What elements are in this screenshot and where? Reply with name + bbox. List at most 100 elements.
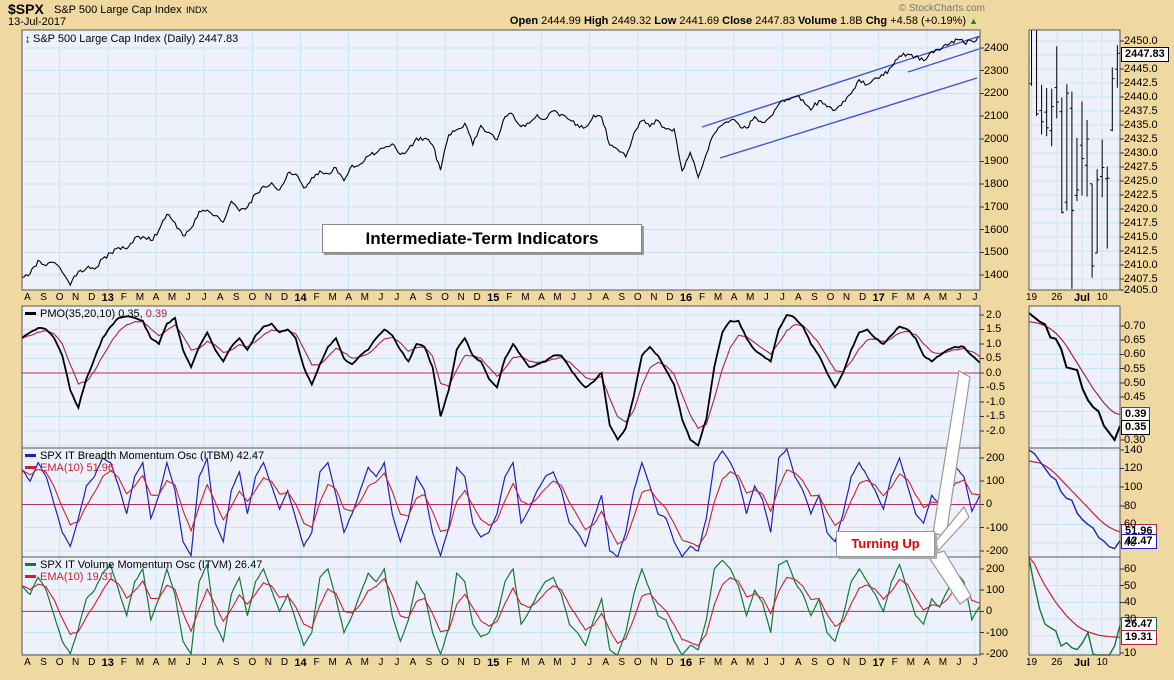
month-axis-label: S: [232, 292, 240, 303]
pmo-legend-text: PMO(35,20,10) 0.35,: [40, 308, 143, 320]
month-axis-label: J: [185, 292, 191, 303]
month-axis-label: A: [24, 657, 31, 668]
month-axis-label: M: [713, 292, 723, 303]
month-axis-label: O: [248, 657, 257, 668]
month-axis-label: J: [779, 657, 785, 668]
month-axis-label: D: [666, 657, 674, 668]
month-axis-label: A: [345, 657, 353, 668]
month-axis-label: S: [425, 657, 433, 668]
pmo-ema-value: 0.39: [145, 308, 168, 320]
mini-price-y-label: 2405.0: [1124, 284, 1158, 296]
intermediate-term-indicators-label: Intermediate-Term Indicators: [322, 224, 642, 253]
itvm-y-label: 200: [986, 562, 1005, 575]
mini-itbm-y-label: 80: [1124, 499, 1137, 512]
mini-price-y-label: 2420.0: [1124, 202, 1158, 215]
mini-price-y-label: 2415.0: [1124, 230, 1158, 243]
month-axis-label: M: [713, 657, 723, 668]
month-axis-label: D: [473, 292, 481, 303]
month-axis-label: O: [633, 657, 642, 668]
month-axis-label: A: [216, 657, 224, 668]
itbm-legend: SPX IT Breadth Momentum Osc (ITBM) 42.47: [25, 450, 264, 462]
up-arrow-icon: ▲: [969, 16, 978, 26]
month-axis-label: A: [602, 657, 609, 668]
callout-spike-itbm: [935, 505, 970, 553]
chart-style-icon: ↨: [25, 34, 30, 45]
itbm-ema-text: EMA(10) 51.96: [40, 462, 114, 474]
month-axis-label: A: [152, 657, 160, 668]
month-axis-label: A: [152, 292, 160, 303]
itbm_mini-ema-line: [1028, 460, 1121, 533]
itvm-line: [21, 559, 981, 657]
mini-axis-label: Jul: [1074, 657, 1090, 669]
month-axis-label: O: [441, 292, 449, 303]
month-axis-label: A: [795, 292, 802, 303]
month-axis-label: A: [409, 292, 417, 303]
month-axis-label: 14: [294, 657, 307, 669]
pmo_mini-line: [1028, 312, 1121, 443]
mini-pmo-y-label: 0.60: [1124, 348, 1146, 361]
month-axis-label: N: [842, 292, 851, 303]
mini-price-y-label: 2407.5: [1124, 272, 1158, 285]
mini-itvm-y-label: 10: [1124, 646, 1137, 659]
month-axis-label: M: [360, 657, 369, 668]
mini-itbm-y-label: 100: [1124, 481, 1143, 494]
month-axis-label: J: [763, 292, 769, 303]
month-axis-label: M: [521, 292, 530, 303]
mini-itvm-y-label: 60: [1124, 562, 1137, 575]
month-axis-label: N: [842, 657, 851, 668]
mini-pmo-y-label: 0.45: [1124, 391, 1146, 404]
mini-itvm-y-label: 40: [1124, 596, 1137, 609]
mini-pmo-y-label: 0.50: [1124, 376, 1146, 389]
main-y-label: 2200: [984, 87, 1009, 100]
copyright: © StockCharts.com: [898, 3, 985, 14]
itvm-line-swatch: [25, 562, 36, 566]
month-axis-label: F: [506, 292, 513, 303]
open-label: Open: [509, 15, 539, 27]
pmo-y-label: 1.0: [986, 337, 1002, 350]
month-axis-label: O: [55, 292, 64, 303]
mini-price-y-label: 2435.0: [1124, 119, 1158, 132]
month-axis-label: 16: [679, 292, 693, 304]
month-axis-label: O: [248, 292, 257, 303]
month-axis-label: 16: [679, 657, 693, 669]
itvm-ema-legend: EMA(10) 19.31: [25, 571, 114, 583]
callout-spike-itvm: [927, 550, 972, 605]
mini-price-y-label: 2430.0: [1124, 147, 1158, 159]
main-y-label: 1600: [984, 223, 1009, 236]
mini-itbm-y-label: 40: [1124, 537, 1137, 550]
month-axis-label: F: [313, 292, 320, 303]
mini-axis-label: 10: [1096, 657, 1108, 668]
month-axis-label: D: [858, 292, 867, 303]
month-axis-label: A: [795, 657, 802, 668]
month-axis-label: 17: [872, 657, 885, 669]
mini-price-y-label: 2410.0: [1124, 258, 1158, 271]
mini-axis-label: 19: [1025, 657, 1038, 668]
month-axis-label: 17: [872, 292, 885, 304]
month-axis-label: O: [55, 657, 64, 668]
month-axis-label: A: [345, 292, 353, 303]
month-axis-label: 15: [487, 657, 500, 669]
month-axis-label: N: [264, 292, 273, 303]
month-axis-label: M: [553, 292, 562, 303]
month-axis-label: J: [779, 292, 785, 303]
month-axis-label: A: [24, 292, 31, 303]
month-axis-label: A: [923, 292, 931, 303]
month-axis-label: M: [746, 292, 755, 303]
month-axis-label: D: [280, 657, 289, 668]
month-axis-label: N: [72, 292, 80, 303]
trendline: [907, 48, 980, 73]
mini-price-y-label: 2437.5: [1124, 105, 1158, 118]
high-label: High: [583, 15, 609, 27]
pmo-value-box: 0.35: [1121, 420, 1151, 435]
low-value: 2441.69: [679, 15, 720, 27]
pmo-y-label: 1.5: [986, 323, 1002, 336]
month-axis-label: J: [956, 657, 962, 668]
ticker-symbol: $SPX: [8, 1, 44, 17]
month-axis-label: M: [938, 657, 948, 668]
mini-price-y-label: 2440.0: [1124, 91, 1158, 104]
itbm-y-label: -100: [986, 521, 1009, 534]
pmo-y-label: -1.0: [986, 395, 1005, 408]
month-axis-label: J: [763, 657, 769, 668]
close-label: Close: [722, 15, 753, 27]
